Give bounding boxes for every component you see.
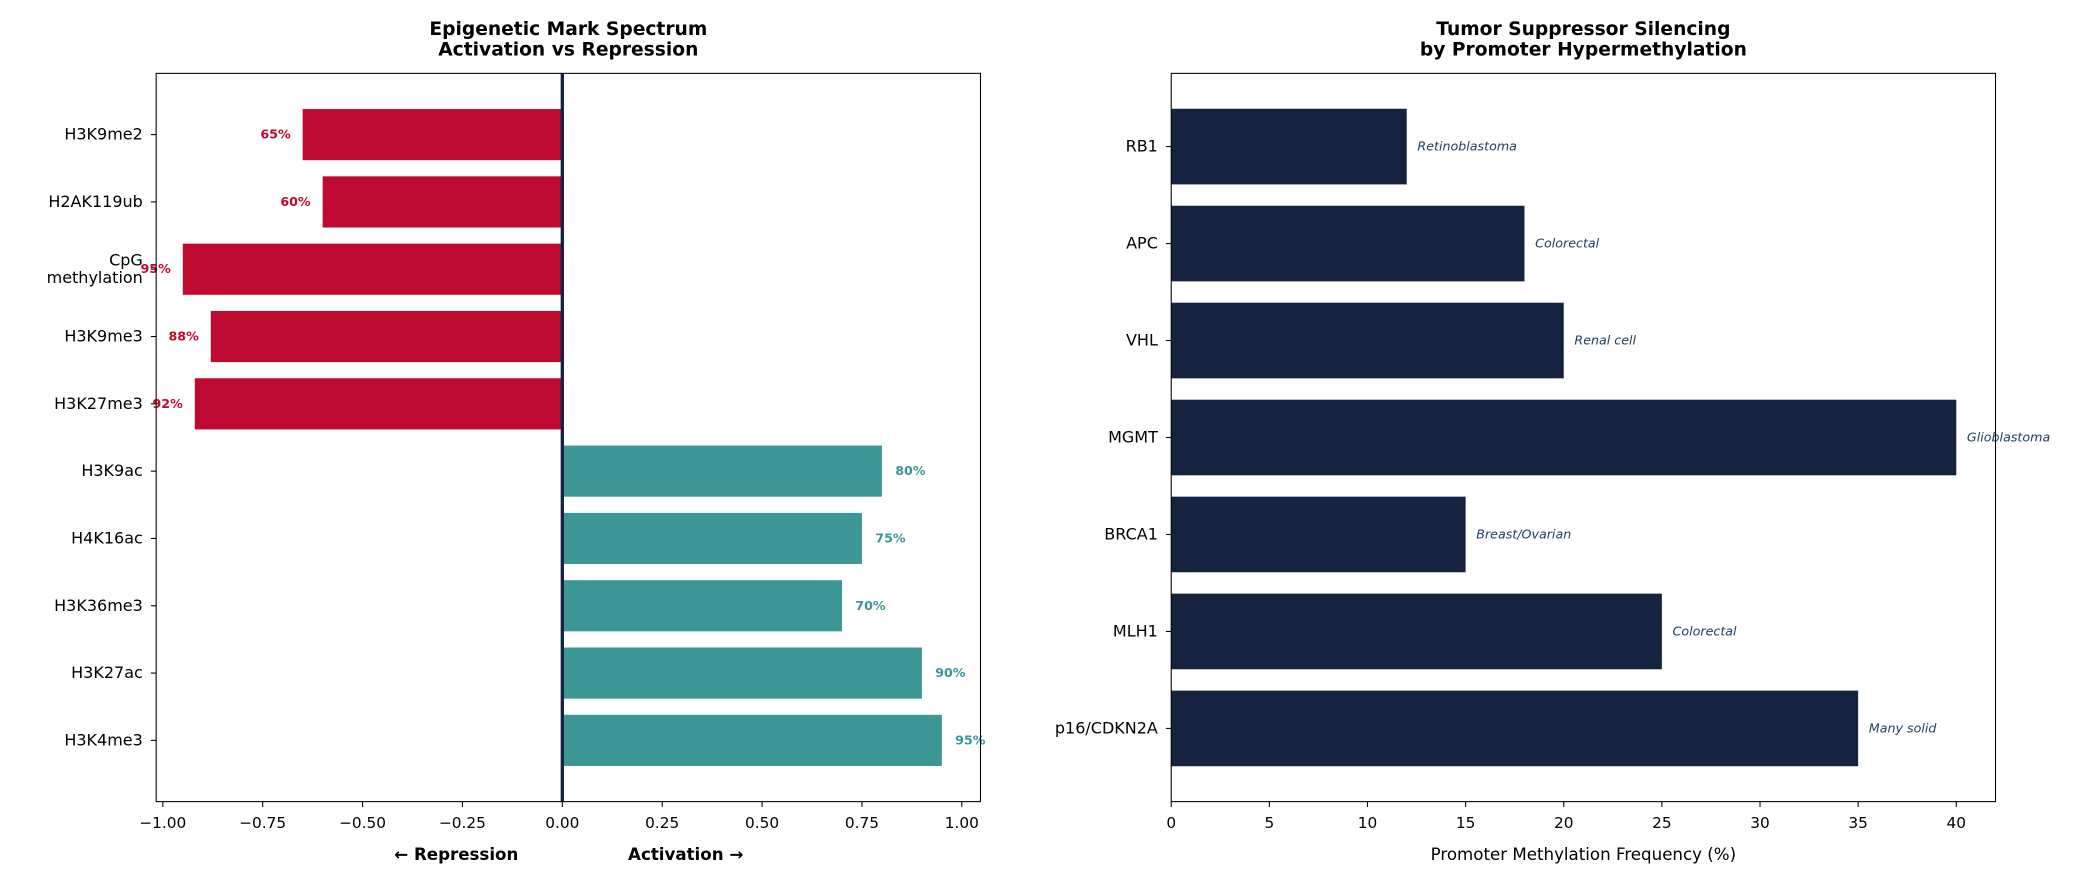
y-tick-label: H4K16ac bbox=[71, 528, 143, 547]
y-tick-label: MLH1 bbox=[1113, 621, 1158, 640]
x-tick-label: 40 bbox=[1947, 813, 1967, 831]
y-tick-label: H2AK119ub bbox=[48, 191, 142, 210]
plot-frame bbox=[155, 72, 982, 803]
annotation: Breast/Ovarian bbox=[1476, 526, 1571, 541]
x-tick-label: 0 bbox=[1166, 813, 1176, 831]
x-tick-label: −1.00 bbox=[139, 813, 186, 831]
bar bbox=[210, 310, 563, 363]
bar bbox=[1171, 205, 1525, 282]
value-label: 80% bbox=[895, 463, 926, 478]
x-tick-label: 30 bbox=[1750, 813, 1770, 831]
annotation: Many solid bbox=[1869, 720, 1938, 735]
annotation: Colorectal bbox=[1673, 623, 1738, 638]
x-tick-label: −0.75 bbox=[239, 813, 286, 831]
bar bbox=[562, 445, 882, 497]
bar bbox=[1171, 690, 1859, 767]
y-tick-label: H3K27ac bbox=[71, 663, 143, 682]
x-tick-label: 1.00 bbox=[945, 813, 979, 831]
y-tick-label: p16/CDKN2A bbox=[1055, 718, 1158, 737]
bar bbox=[562, 512, 862, 565]
y-tick-label: MGMT bbox=[1108, 427, 1158, 446]
plot-frame bbox=[1170, 72, 1997, 803]
x-tick-label: 0.75 bbox=[845, 813, 879, 831]
y-tick-label: H3K9ac bbox=[81, 461, 142, 480]
x-tick-label: 10 bbox=[1358, 813, 1378, 831]
x-axis-label: ← Repression bbox=[394, 844, 518, 863]
x-tick-label: 5 bbox=[1264, 813, 1274, 831]
x-tick-label: −0.50 bbox=[339, 813, 386, 831]
value-label: 90% bbox=[935, 665, 966, 680]
y-tick-label: H3K4me3 bbox=[64, 730, 142, 749]
bar bbox=[1171, 399, 1957, 476]
y-tick-label: RB1 bbox=[1126, 136, 1158, 155]
y-tick-label: H3K36me3 bbox=[54, 595, 143, 614]
value-label: 75% bbox=[875, 530, 906, 545]
x-tick-label: 0.25 bbox=[645, 813, 679, 831]
annotation: Colorectal bbox=[1535, 235, 1600, 250]
y-tick-label: H3K27me3 bbox=[54, 393, 143, 412]
annotation: Retinoblastoma bbox=[1417, 138, 1517, 153]
x-tick-label: −0.25 bbox=[439, 813, 486, 831]
x-tick-label: 15 bbox=[1456, 813, 1476, 831]
x-tick-label: 20 bbox=[1554, 813, 1574, 831]
chart-title: Tumor Suppressor Silencing by Promoter Hy… bbox=[1420, 19, 1747, 61]
bar bbox=[1171, 593, 1662, 670]
annotation: Glioblastoma bbox=[1967, 429, 2050, 444]
y-tick-label: BRCA1 bbox=[1104, 524, 1158, 543]
value-label: 65% bbox=[260, 126, 291, 141]
x-axis-label: Promoter Methylation Frequency (%) bbox=[1431, 844, 1737, 863]
bar bbox=[194, 378, 563, 430]
y-tick-label: APC bbox=[1126, 233, 1158, 252]
bar bbox=[182, 243, 563, 295]
bar bbox=[1171, 108, 1407, 185]
x-tick-label: 35 bbox=[1848, 813, 1868, 831]
value-label: 95% bbox=[955, 732, 986, 747]
x-tick-label: 25 bbox=[1652, 813, 1672, 831]
x-tick-label: 0.00 bbox=[545, 813, 579, 831]
y-tick-label: H3K9me2 bbox=[64, 124, 142, 143]
annotation: Renal cell bbox=[1574, 332, 1636, 347]
value-label: 60% bbox=[280, 193, 311, 208]
value-label: 88% bbox=[168, 328, 199, 343]
bar bbox=[1171, 496, 1466, 573]
chart-title: Epigenetic Mark Spectrum Activation vs Re… bbox=[429, 19, 707, 61]
bar bbox=[302, 109, 563, 161]
bar bbox=[562, 580, 842, 632]
y-tick-label: VHL bbox=[1126, 330, 1158, 349]
bar bbox=[562, 647, 922, 699]
value-label: 70% bbox=[855, 597, 886, 612]
bar bbox=[562, 714, 942, 766]
value-label: 92% bbox=[152, 395, 183, 410]
y-tick-label: H3K9me3 bbox=[64, 326, 142, 345]
bar bbox=[322, 176, 563, 228]
x-axis-label: Activation → bbox=[628, 844, 743, 863]
y-tick-label: CpG methylation bbox=[47, 250, 143, 287]
bar bbox=[1171, 302, 1564, 379]
x-tick-label: 0.50 bbox=[745, 813, 779, 831]
